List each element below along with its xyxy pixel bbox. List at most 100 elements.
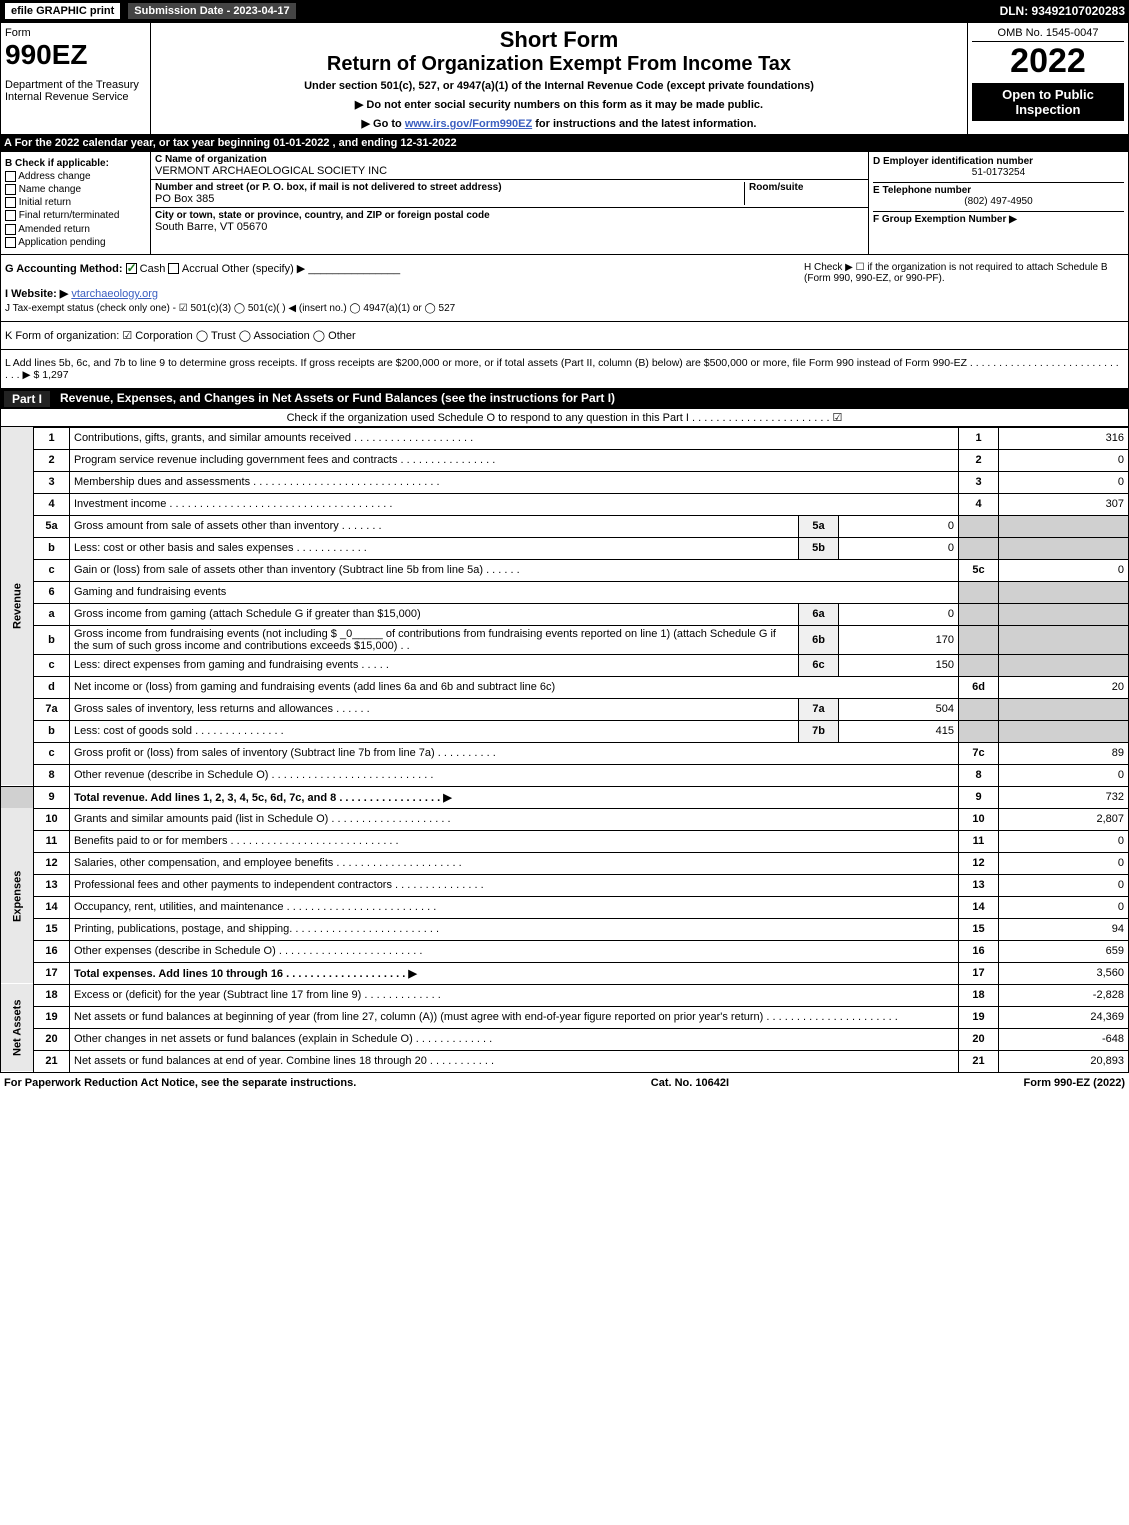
section-a-tax-year: A For the 2022 calendar year, or tax yea… [0, 135, 1129, 151]
cb-cash[interactable] [126, 263, 137, 274]
submission-date: Submission Date - 2023-04-17 [127, 2, 296, 20]
form-header: Form 990EZ Department of the Treasury In… [0, 22, 1129, 135]
row-15: 15Printing, publications, postage, and s… [1, 918, 1129, 940]
goto-link-line: ▶ Go to www.irs.gov/Form990EZ for instru… [157, 117, 961, 130]
row-5c: cGain or (loss) from sale of assets othe… [1, 559, 1129, 581]
section-h: H Check ▶ ☐ if the organization is not r… [804, 262, 1124, 284]
form-id-block: Form 990EZ Department of the Treasury In… [1, 23, 151, 134]
dept-treasury: Department of the Treasury [5, 79, 146, 91]
row-4: 4Investment income . . . . . . . . . . .… [1, 493, 1129, 515]
row-9: 9Total revenue. Add lines 1, 2, 3, 4, 5c… [1, 786, 1129, 808]
city-value: South Barre, VT 05670 [155, 221, 864, 233]
sections-g-l: G Accounting Method: Cash Accrual Other … [0, 255, 1129, 322]
cb-initial-return[interactable]: Initial return [5, 197, 146, 208]
row-18: Net Assets 18Excess or (deficit) for the… [1, 984, 1129, 1006]
row-19: 19Net assets or fund balances at beginni… [1, 1006, 1129, 1028]
row-17: 17Total expenses. Add lines 10 through 1… [1, 962, 1129, 984]
row-6: 6Gaming and fundraising events [1, 581, 1129, 603]
section-b-label: B Check if applicable: [5, 158, 146, 169]
row-6a: aGross income from gaming (attach Schedu… [1, 603, 1129, 625]
street-label: Number and street (or P. O. box, if mail… [155, 182, 744, 193]
under-section: Under section 501(c), 527, or 4947(a)(1)… [157, 80, 961, 92]
row-8: 8Other revenue (describe in Schedule O) … [1, 764, 1129, 786]
no-ssn-warning: ▶ Do not enter social security numbers o… [157, 98, 961, 111]
cb-application-pending[interactable]: Application pending [5, 237, 146, 248]
section-g: G Accounting Method: Cash Accrual Other … [5, 262, 1124, 284]
section-k: K Form of organization: ☑ Corporation ◯ … [5, 329, 1124, 342]
city-row: City or town, state or province, country… [151, 208, 868, 235]
row-5a: 5aGross amount from sale of assets other… [1, 515, 1129, 537]
top-bar-left: efile GRAPHIC print Submission Date - 20… [4, 2, 297, 20]
website-link[interactable]: vtarchaeology.org [71, 288, 158, 300]
phone-label: E Telephone number [873, 182, 1124, 196]
irs-label: Internal Revenue Service [5, 91, 146, 103]
return-title: Return of Organization Exempt From Incom… [157, 53, 961, 76]
omb-number: OMB No. 1545-0047 [972, 27, 1124, 42]
info-grid: B Check if applicable: Address change Na… [0, 151, 1129, 255]
efile-print-button[interactable]: efile GRAPHIC print [4, 2, 121, 20]
dln: DLN: 93492107020283 [1000, 4, 1125, 18]
top-bar: efile GRAPHIC print Submission Date - 20… [0, 0, 1129, 22]
row-21: 21Net assets or fund balances at end of … [1, 1050, 1129, 1072]
cb-accrual[interactable] [168, 263, 179, 274]
part1-header: Part I Revenue, Expenses, and Changes in… [0, 389, 1129, 409]
row-12: 12Salaries, other compensation, and empl… [1, 852, 1129, 874]
part1-heading: Revenue, Expenses, and Changes in Net As… [60, 391, 615, 407]
ein-value: 51-0173254 [873, 167, 1124, 178]
section-l: L Add lines 5b, 6c, and 7b to line 9 to … [5, 357, 1124, 381]
section-j: J Tax-exempt status (check only one) - ☑… [5, 303, 1124, 314]
section-i: I Website: ▶ vtarchaeology.org [5, 287, 1124, 300]
revenue-sidebar: Revenue [1, 427, 34, 786]
cb-name-change[interactable]: Name change [5, 184, 146, 195]
section-k-block: K Form of organization: ☑ Corporation ◯ … [0, 322, 1129, 350]
part1-sub: Check if the organization used Schedule … [0, 409, 1129, 427]
cb-amended-return[interactable]: Amended return [5, 224, 146, 235]
netassets-sidebar: Net Assets [1, 984, 34, 1072]
org-name-row: C Name of organization VERMONT ARCHAEOLO… [151, 152, 868, 180]
form-title-block: Short Form Return of Organization Exempt… [151, 23, 968, 134]
row-10: Expenses 10Grants and similar amounts pa… [1, 808, 1129, 830]
row-7b: bLess: cost of goods sold . . . . . . . … [1, 720, 1129, 742]
form-word: Form [5, 27, 146, 39]
open-inspection: Open to Public Inspection [972, 83, 1124, 121]
form-number: 990EZ [5, 39, 146, 71]
cb-final-return[interactable]: Final return/terminated [5, 210, 146, 221]
section-def: D Employer identification number 51-0173… [868, 152, 1128, 254]
footer-left: For Paperwork Reduction Act Notice, see … [4, 1077, 356, 1089]
section-c-block: C Name of organization VERMONT ARCHAEOLO… [151, 152, 868, 254]
row-2: 2Program service revenue including gover… [1, 449, 1129, 471]
row-7c: cGross profit or (loss) from sales of in… [1, 742, 1129, 764]
page-footer: For Paperwork Reduction Act Notice, see … [0, 1073, 1129, 1093]
expenses-sidebar: Expenses [1, 808, 34, 984]
phone-value: (802) 497-4950 [873, 196, 1124, 207]
ein-label: D Employer identification number [873, 156, 1124, 167]
short-form-title: Short Form [157, 27, 961, 53]
org-name: VERMONT ARCHAEOLOGICAL SOCIETY INC [155, 165, 864, 177]
section-l-block: L Add lines 5b, 6c, and 7b to line 9 to … [0, 350, 1129, 389]
org-name-label: C Name of organization [155, 154, 864, 165]
cb-address-change[interactable]: Address change [5, 171, 146, 182]
footer-right: Form 990-EZ (2022) [1024, 1077, 1125, 1089]
row-16: 16Other expenses (describe in Schedule O… [1, 940, 1129, 962]
tax-year: 2022 [972, 42, 1124, 81]
row-6d: dNet income or (loss) from gaming and fu… [1, 676, 1129, 698]
row-14: 14Occupancy, rent, utilities, and mainte… [1, 896, 1129, 918]
section-b: B Check if applicable: Address change Na… [1, 152, 151, 254]
irs-link[interactable]: www.irs.gov/Form990EZ [405, 118, 532, 130]
part1-label: Part I [4, 391, 50, 407]
room-label: Room/suite [749, 182, 864, 193]
footer-mid: Cat. No. 10642I [651, 1077, 729, 1089]
form-meta-block: OMB No. 1545-0047 2022 Open to Public In… [968, 23, 1128, 134]
row-3: 3Membership dues and assessments . . . .… [1, 471, 1129, 493]
row-5b: bLess: cost or other basis and sales exp… [1, 537, 1129, 559]
street-row: Number and street (or P. O. box, if mail… [151, 180, 868, 208]
city-label: City or town, state or province, country… [155, 210, 864, 221]
street-value: PO Box 385 [155, 193, 744, 205]
row-7a: 7aGross sales of inventory, less returns… [1, 698, 1129, 720]
row-6b: bGross income from fundraising events (n… [1, 625, 1129, 654]
row-1: Revenue 1 Contributions, gifts, grants, … [1, 427, 1129, 449]
row-20: 20Other changes in net assets or fund ba… [1, 1028, 1129, 1050]
row-13: 13Professional fees and other payments t… [1, 874, 1129, 896]
row-6c: cLess: direct expenses from gaming and f… [1, 654, 1129, 676]
row-11: 11Benefits paid to or for members . . . … [1, 830, 1129, 852]
